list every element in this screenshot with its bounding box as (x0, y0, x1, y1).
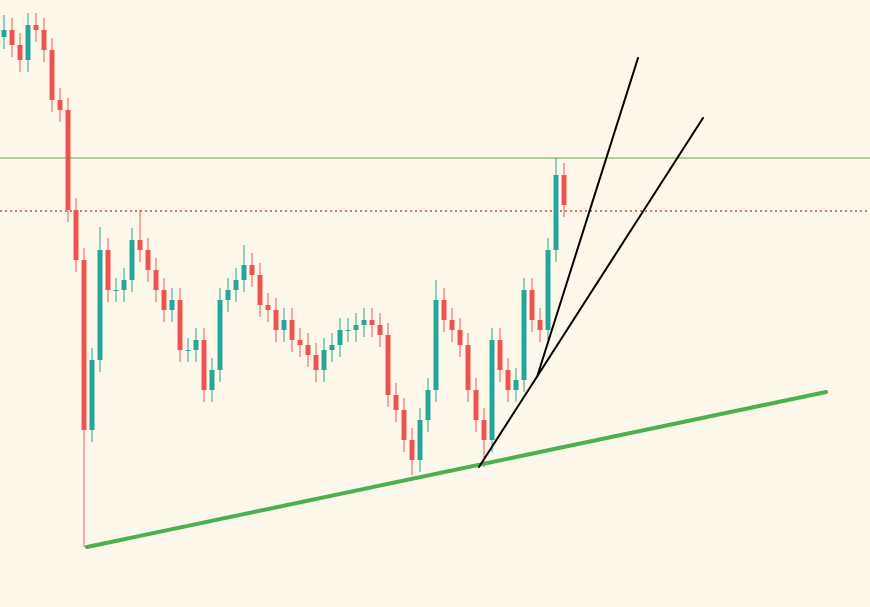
trendline (478, 117, 704, 468)
candle-body (321, 350, 327, 370)
candle-body (449, 320, 455, 330)
candle-body (289, 320, 295, 340)
candle-body (121, 280, 127, 290)
candle-body (217, 300, 223, 370)
candle-body (81, 260, 87, 430)
candle-body (33, 25, 39, 30)
candle-body (385, 335, 391, 395)
candle-body (529, 290, 535, 320)
candle-body (249, 265, 255, 275)
candle-body (9, 30, 15, 45)
candle-body (241, 265, 247, 280)
candle-body (337, 330, 343, 345)
candle-body (345, 330, 351, 331)
candle-body (441, 300, 447, 320)
candle-body (497, 340, 503, 370)
candle-body (185, 350, 191, 351)
candle-body (105, 250, 111, 290)
candle-body (465, 345, 471, 390)
candle-body (361, 320, 367, 325)
candle-body (41, 30, 47, 50)
candle-body (513, 380, 519, 390)
candle-body (257, 275, 263, 305)
candle-body (561, 175, 567, 205)
candle-body (545, 250, 551, 330)
candle-body (521, 290, 527, 380)
candle-body (65, 110, 71, 210)
candle-body (153, 270, 159, 290)
candle-body (481, 420, 487, 440)
candle-body (353, 325, 359, 330)
candle-body (113, 290, 119, 291)
candle-body (89, 360, 95, 430)
candle-body (369, 320, 375, 325)
candle-body (25, 25, 31, 60)
candle-body (505, 370, 511, 390)
candle-body (305, 345, 311, 355)
candle-body (129, 240, 135, 280)
candle-body (209, 370, 215, 390)
candle-body (329, 345, 335, 350)
candle-body (265, 305, 271, 310)
candle-body (433, 300, 439, 390)
candle-body (169, 300, 175, 310)
candle-body (377, 325, 383, 335)
candle-body (553, 175, 559, 250)
trendline (536, 57, 639, 378)
candle-body (393, 395, 399, 410)
candle-body (97, 250, 103, 360)
candle-body (473, 390, 479, 420)
candle-body (417, 420, 423, 460)
candle-body (425, 390, 431, 420)
candle-body (201, 340, 207, 390)
candle-body (137, 240, 143, 250)
candle-body (17, 45, 23, 60)
candle-body (457, 330, 463, 345)
candle-body (537, 320, 543, 330)
candle-body (73, 210, 79, 260)
candle-body (409, 440, 415, 460)
trendline (85, 390, 828, 549)
candle-body (161, 290, 167, 310)
candle-body (57, 100, 63, 110)
candle-body (1, 30, 7, 37)
candle-body (401, 410, 407, 440)
candle-body (281, 320, 287, 330)
candle-body (489, 340, 495, 440)
candle-body (193, 340, 199, 350)
candle-body (145, 250, 151, 270)
candle-body (233, 280, 239, 290)
candle-body (313, 355, 319, 370)
candle-body (225, 290, 231, 300)
candle-body (49, 50, 55, 100)
candle-body (297, 340, 303, 345)
candle-body (177, 300, 183, 350)
candle-body (273, 310, 279, 330)
